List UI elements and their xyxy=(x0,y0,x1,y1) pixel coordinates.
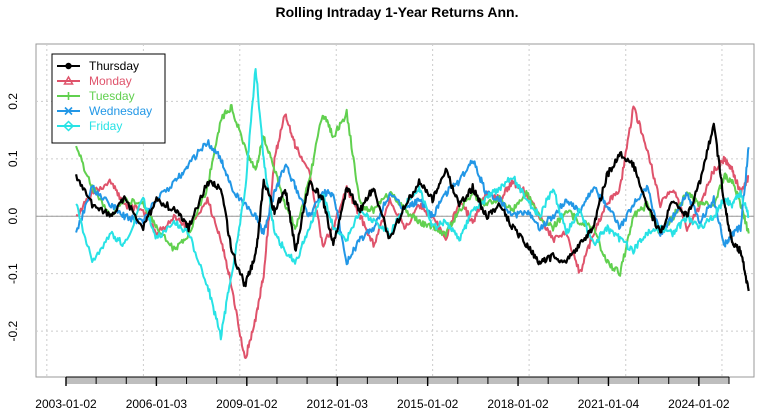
legend-label: Friday xyxy=(89,119,122,133)
series-line-thursday xyxy=(75,122,750,292)
legend-marker xyxy=(65,62,72,70)
chart-title: Rolling Intraday 1-Year Returns Ann. xyxy=(276,4,519,20)
x-tick-label: 2018-01-02 xyxy=(487,397,549,410)
legend-item-friday: Friday xyxy=(57,119,122,133)
y-tick-label: 0.0 xyxy=(6,208,20,225)
x-tick-label: 2024-01-02 xyxy=(668,397,730,410)
legend-item-thursday: Thursday xyxy=(57,59,139,73)
x-tick-label: 2021-01-04 xyxy=(578,397,640,410)
legend-item-monday: Monday xyxy=(57,74,132,88)
x-tick-label: 2003-01-02 xyxy=(35,397,97,410)
y-tick-label: 0.2 xyxy=(6,93,20,110)
legend-item-tuesday: Tuesday xyxy=(57,89,135,103)
legend-label: Monday xyxy=(89,74,132,88)
legend-label: Tuesday xyxy=(89,89,135,103)
legend-item-wednesday: Wednesday xyxy=(57,104,152,118)
series-line-friday xyxy=(75,68,750,341)
legend-marker xyxy=(64,92,73,100)
y-tick-label: 0.1 xyxy=(6,150,20,167)
x-tick-label: 2012-01-03 xyxy=(307,397,369,410)
series-layer xyxy=(75,68,750,359)
y-tick-label: -0.1 xyxy=(6,263,20,284)
x-axis: 2003-01-02 2006-01-03 2009-01-02 2012-01-03… xyxy=(35,376,730,410)
legend-marker xyxy=(62,120,75,132)
x-tick-label: 2009-01-02 xyxy=(216,397,278,410)
y-tick-label: -0.2 xyxy=(6,320,20,341)
legend-label: Thursday xyxy=(89,59,139,73)
y-axis: -0.2 -0.1 0.0 0.1 0.2 xyxy=(6,93,20,342)
legend-marker xyxy=(63,75,74,85)
legend-label: Wednesday xyxy=(89,104,152,118)
x-tick-label: 2006-01-03 xyxy=(126,397,188,410)
series-line-monday xyxy=(75,105,750,359)
legend-marker xyxy=(64,106,73,116)
x-tick-label: 2015-01-02 xyxy=(397,397,459,410)
